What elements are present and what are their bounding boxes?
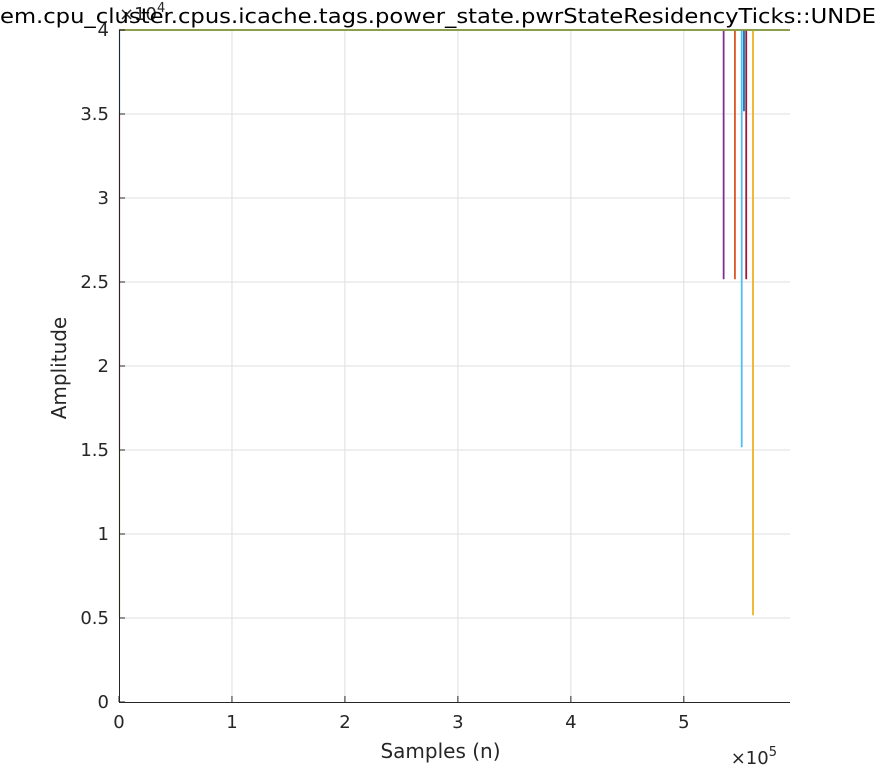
exponent-base: ×10 [731, 748, 769, 766]
y-tick-label: 2 [98, 356, 109, 377]
x-axis-exponent: ×105 [731, 745, 777, 766]
x-tick-label: 1 [226, 712, 237, 733]
exponent-power: 5 [769, 745, 777, 760]
x-tick-label: 3 [452, 712, 463, 733]
x-tick-label: 4 [565, 712, 576, 733]
y-tick-label: 1.5 [80, 440, 109, 461]
chart-title: em.cpu_cluster.cpus.icache.tags.power_st… [0, 4, 876, 28]
axes [118, 29, 790, 703]
data-series [118, 29, 790, 618]
x-tick-label: 5 [678, 712, 689, 733]
y-tick-label: 4 [98, 20, 109, 41]
exponent-base: ×10 [119, 4, 157, 25]
y-tick-labels: 0 0.5 1 1.5 2 2.5 3 3.5 4 [80, 20, 109, 713]
y-axis-exponent: ×104 [119, 1, 165, 25]
x-tick-labels: 0 1 2 3 4 5 [113, 712, 689, 733]
x-tick-label: 0 [113, 712, 124, 733]
x-axis-label: Samples (n) [380, 739, 500, 763]
y-tick-label: 1 [98, 524, 109, 545]
x-tick-label: 2 [339, 712, 350, 733]
y-tick-label: 3 [98, 188, 109, 209]
y-tick-label: 0.5 [80, 608, 109, 629]
y-tick-label: 0 [98, 692, 109, 713]
y-tick-label: 2.5 [80, 272, 109, 293]
y-axis-label: Amplitude [47, 317, 71, 420]
y-tick-label: 3.5 [80, 104, 109, 125]
exponent-power: 4 [157, 1, 165, 16]
